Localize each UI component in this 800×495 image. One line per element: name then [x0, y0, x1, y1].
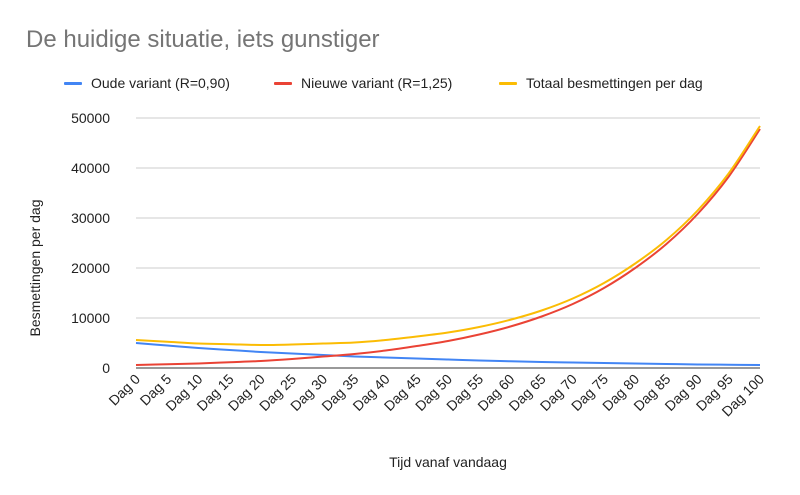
legend-item-oude-variant[interactable]: Oude variant (R=0,90): [64, 73, 230, 93]
data-point-nieuwe-variant[interactable]: [383, 348, 389, 354]
data-point-totaal[interactable]: [289, 342, 295, 348]
data-point-oude-variant[interactable]: [570, 360, 576, 366]
data-point-oude-variant[interactable]: [227, 347, 233, 353]
data-point-totaal[interactable]: [351, 340, 357, 346]
data-point-totaal[interactable]: [601, 280, 607, 286]
y-tick-label: 30000: [71, 210, 110, 226]
data-point-totaal[interactable]: [164, 339, 170, 345]
data-point-oude-variant[interactable]: [476, 358, 482, 364]
data-point-nieuwe-variant[interactable]: [227, 359, 233, 365]
data-point-totaal[interactable]: [726, 170, 732, 176]
data-point-nieuwe-variant[interactable]: [164, 361, 170, 367]
legend-label-nieuwe-variant: Nieuwe variant (R=1,25): [301, 75, 453, 91]
y-tick-label: 0: [102, 360, 110, 376]
legend-label-oude-variant: Oude variant (R=0,90): [91, 75, 230, 91]
data-point-nieuwe-variant[interactable]: [539, 314, 545, 320]
data-point-oude-variant[interactable]: [445, 357, 451, 363]
data-point-totaal[interactable]: [476, 324, 482, 330]
legend-swatch-totaal: [499, 81, 517, 85]
data-point-totaal[interactable]: [383, 337, 389, 343]
data-point-totaal[interactable]: [663, 237, 669, 243]
data-point-nieuwe-variant[interactable]: [133, 362, 139, 368]
data-point-nieuwe-variant[interactable]: [289, 356, 295, 362]
data-point-totaal[interactable]: [133, 337, 139, 343]
data-point-totaal[interactable]: [445, 330, 451, 336]
data-point-totaal[interactable]: [320, 341, 326, 347]
data-point-nieuwe-variant[interactable]: [476, 332, 482, 338]
data-point-oude-variant[interactable]: [601, 360, 607, 366]
y-tick-label: 50000: [71, 110, 110, 126]
data-point-totaal[interactable]: [570, 296, 576, 302]
series-line-oude-variant: [135, 342, 761, 366]
data-point-nieuwe-variant[interactable]: [320, 354, 326, 360]
legend-item-totaal[interactable]: Totaal besmettingen per dag: [499, 73, 703, 93]
data-point-oude-variant[interactable]: [414, 356, 420, 362]
legend-label-totaal: Totaal besmettingen per dag: [526, 75, 703, 91]
y-tick-label: 10000: [71, 310, 110, 326]
data-point-nieuwe-variant[interactable]: [507, 324, 513, 330]
y-tick-label: 40000: [71, 160, 110, 176]
data-point-oude-variant[interactable]: [539, 359, 545, 365]
data-point-nieuwe-variant[interactable]: [258, 358, 264, 364]
data-point-oude-variant[interactable]: [289, 351, 295, 357]
series-line-nieuwe-variant: [135, 128, 761, 366]
legend-swatch-oude-variant: [64, 81, 82, 85]
chart-title: De huidige situatie, iets gunstiger: [26, 26, 380, 53]
series-line-totaal: [135, 125, 761, 347]
data-point-totaal[interactable]: [507, 317, 513, 323]
gridlines: [136, 117, 760, 369]
data-point-nieuwe-variant[interactable]: [414, 343, 420, 349]
data-point-oude-variant[interactable]: [726, 362, 732, 368]
data-point-totaal[interactable]: [757, 123, 763, 129]
data-point-nieuwe-variant[interactable]: [351, 351, 357, 357]
data-point-totaal[interactable]: [195, 341, 201, 347]
data-point-totaal[interactable]: [695, 208, 701, 214]
y-tick-label: 20000: [71, 260, 110, 276]
data-point-totaal[interactable]: [632, 261, 638, 267]
data-point-oude-variant[interactable]: [632, 361, 638, 367]
data-point-oude-variant[interactable]: [507, 358, 513, 364]
data-point-nieuwe-variant[interactable]: [570, 301, 576, 307]
data-point-totaal[interactable]: [414, 334, 420, 340]
data-point-totaal[interactable]: [539, 308, 545, 314]
x-axis-title: Tijd vanaf vandaag: [389, 454, 507, 470]
data-point-oude-variant[interactable]: [258, 349, 264, 355]
data-point-totaal[interactable]: [227, 341, 233, 347]
data-point-oude-variant[interactable]: [695, 362, 701, 368]
data-point-nieuwe-variant[interactable]: [195, 361, 201, 367]
data-point-oude-variant[interactable]: [383, 355, 389, 361]
legend-swatch-nieuwe-variant: [274, 81, 292, 85]
legend-item-nieuwe-variant[interactable]: Nieuwe variant (R=1,25): [274, 73, 452, 93]
series-lines: [133, 123, 763, 368]
y-axis-ticks: 0 10000 20000 30000 40000 50000: [71, 110, 110, 376]
data-point-nieuwe-variant[interactable]: [445, 338, 451, 344]
data-point-oude-variant[interactable]: [663, 361, 669, 367]
y-axis-title: Besmettingen per dag: [27, 200, 43, 337]
x-tick-label: Dag 0: [105, 371, 143, 409]
data-point-oude-variant[interactable]: [757, 362, 763, 368]
data-point-totaal[interactable]: [258, 342, 264, 348]
